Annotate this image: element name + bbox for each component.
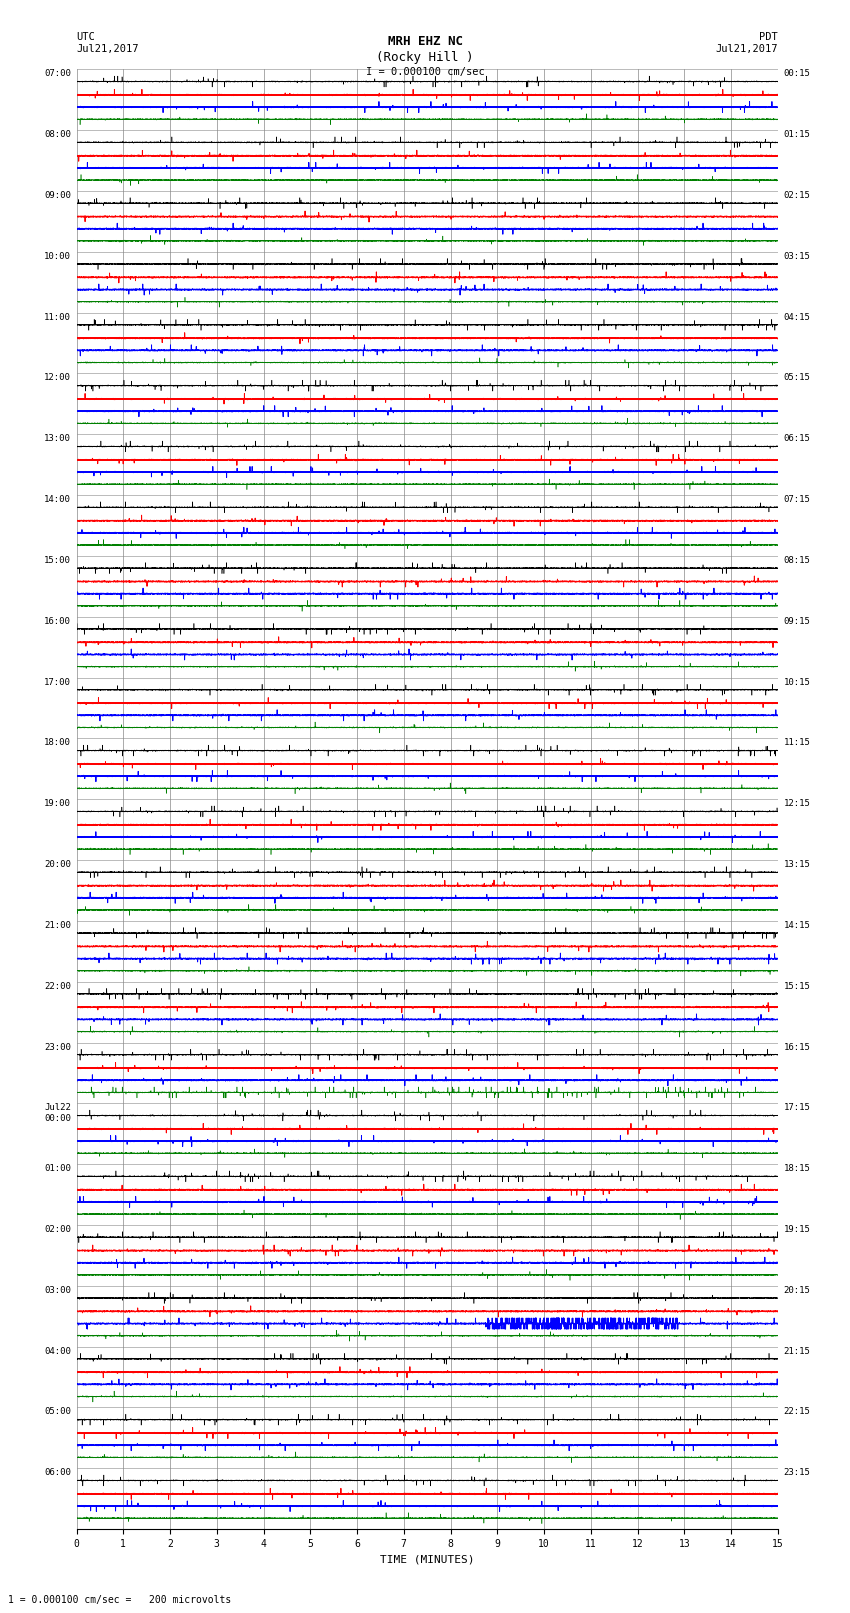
Text: 16:15: 16:15 bbox=[784, 1042, 810, 1052]
Text: 1 = 0.000100 cm/sec =   200 microvolts: 1 = 0.000100 cm/sec = 200 microvolts bbox=[8, 1595, 232, 1605]
Text: 12:15: 12:15 bbox=[784, 800, 810, 808]
Text: 19:00: 19:00 bbox=[44, 800, 71, 808]
Text: 12:00: 12:00 bbox=[44, 374, 71, 382]
Text: 06:00: 06:00 bbox=[44, 1468, 71, 1478]
Text: UTC
Jul21,2017: UTC Jul21,2017 bbox=[76, 32, 139, 53]
Text: 15:00: 15:00 bbox=[44, 556, 71, 565]
Text: 21:00: 21:00 bbox=[44, 921, 71, 929]
Text: 20:15: 20:15 bbox=[784, 1286, 810, 1295]
Text: 22:15: 22:15 bbox=[784, 1408, 810, 1416]
Text: 20:00: 20:00 bbox=[44, 860, 71, 869]
Text: Jul22
00:00: Jul22 00:00 bbox=[44, 1103, 71, 1123]
Text: I = 0.000100 cm/sec: I = 0.000100 cm/sec bbox=[366, 66, 484, 77]
Text: 06:15: 06:15 bbox=[784, 434, 810, 444]
X-axis label: TIME (MINUTES): TIME (MINUTES) bbox=[380, 1555, 474, 1565]
Text: 07:15: 07:15 bbox=[784, 495, 810, 505]
Text: 17:00: 17:00 bbox=[44, 677, 71, 687]
Text: 04:15: 04:15 bbox=[784, 313, 810, 321]
Text: 11:15: 11:15 bbox=[784, 739, 810, 747]
Text: 16:00: 16:00 bbox=[44, 616, 71, 626]
Text: 09:00: 09:00 bbox=[44, 190, 71, 200]
Text: 02:15: 02:15 bbox=[784, 190, 810, 200]
Text: 23:15: 23:15 bbox=[784, 1468, 810, 1478]
Text: 14:00: 14:00 bbox=[44, 495, 71, 505]
Text: 03:00: 03:00 bbox=[44, 1286, 71, 1295]
Text: PDT
Jul21,2017: PDT Jul21,2017 bbox=[715, 32, 778, 53]
Text: 05:15: 05:15 bbox=[784, 374, 810, 382]
Text: MRH EHZ NC: MRH EHZ NC bbox=[388, 35, 462, 48]
Text: 04:00: 04:00 bbox=[44, 1347, 71, 1355]
Text: 02:00: 02:00 bbox=[44, 1224, 71, 1234]
Text: 15:15: 15:15 bbox=[784, 982, 810, 990]
Text: 18:15: 18:15 bbox=[784, 1165, 810, 1173]
Text: 19:15: 19:15 bbox=[784, 1224, 810, 1234]
Text: 22:00: 22:00 bbox=[44, 982, 71, 990]
Text: 18:00: 18:00 bbox=[44, 739, 71, 747]
Text: 21:15: 21:15 bbox=[784, 1347, 810, 1355]
Text: 10:15: 10:15 bbox=[784, 677, 810, 687]
Text: 14:15: 14:15 bbox=[784, 921, 810, 929]
Text: 01:00: 01:00 bbox=[44, 1165, 71, 1173]
Text: 11:00: 11:00 bbox=[44, 313, 71, 321]
Text: 05:00: 05:00 bbox=[44, 1408, 71, 1416]
Text: 09:15: 09:15 bbox=[784, 616, 810, 626]
Text: (Rocky Hill ): (Rocky Hill ) bbox=[377, 50, 473, 65]
Text: 03:15: 03:15 bbox=[784, 252, 810, 261]
Text: 07:00: 07:00 bbox=[44, 69, 71, 79]
Text: 08:15: 08:15 bbox=[784, 556, 810, 565]
Text: 01:15: 01:15 bbox=[784, 131, 810, 139]
Text: 08:00: 08:00 bbox=[44, 131, 71, 139]
Text: 13:00: 13:00 bbox=[44, 434, 71, 444]
Text: 10:00: 10:00 bbox=[44, 252, 71, 261]
Text: 17:15: 17:15 bbox=[784, 1103, 810, 1113]
Text: 23:00: 23:00 bbox=[44, 1042, 71, 1052]
Text: 00:15: 00:15 bbox=[784, 69, 810, 79]
Text: 13:15: 13:15 bbox=[784, 860, 810, 869]
